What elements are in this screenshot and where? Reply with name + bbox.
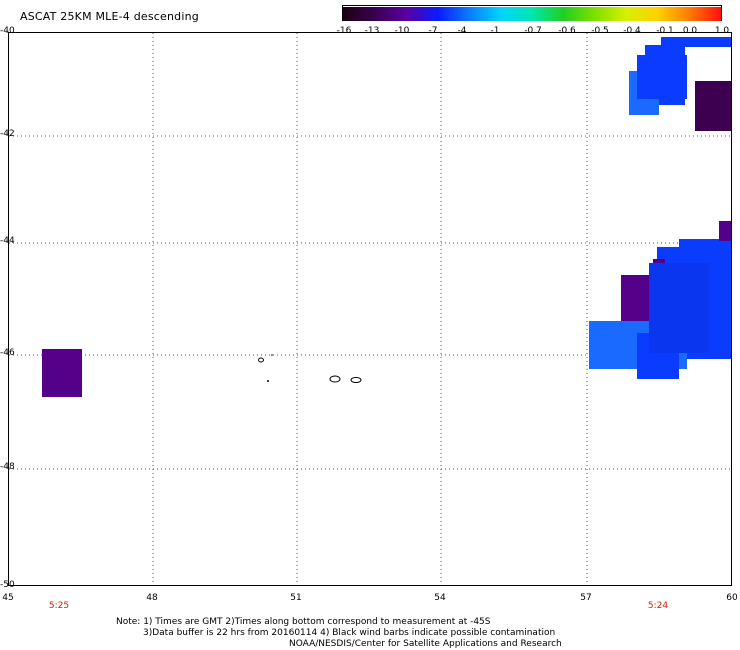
pass-time-label: 5:24 (647, 601, 669, 611)
note-line-2: 3)Data buffer is 22 hrs from 20160114 4)… (143, 628, 556, 638)
longitude-label: 48 (146, 593, 158, 603)
island-outline (350, 377, 362, 383)
longitude-label: 51 (290, 593, 302, 603)
color-scale-label: -0.4 (623, 26, 641, 36)
wind-swath-cell (719, 221, 731, 241)
map-plot-area (8, 32, 732, 586)
latitude-label: -40 (0, 26, 15, 36)
color-scale-labels: -16 -13 -10 -7 -4 -1 -0.7 -0.6 -0.5 -0.4 -0.1 0.0 1.… (330, 26, 734, 38)
wind-swath-cell (637, 55, 687, 99)
latitude-label: -44 (0, 236, 15, 246)
wind-swath-cell (649, 263, 709, 353)
color-scale-label: -7 (428, 26, 438, 36)
island-outline (329, 375, 341, 383)
color-scale-label: 0.0 (682, 26, 698, 36)
longitude-label: 54 (434, 593, 446, 603)
color-scale-label: -0.6 (558, 26, 576, 36)
color-scale-bar (342, 5, 722, 21)
color-scale-label: 1.0 (714, 26, 730, 36)
map-canvas (9, 33, 731, 585)
color-scale-label: -0.1 (656, 26, 674, 36)
wind-swath-cell (695, 81, 731, 131)
color-scale-gradient (343, 7, 721, 21)
color-scale-label: -4 (457, 26, 467, 36)
pass-time-label: 5:25 (48, 601, 70, 611)
latitude-label: -42 (0, 129, 15, 139)
color-scale-label: -13 (364, 26, 380, 36)
latitude-label: -48 (0, 462, 15, 472)
color-scale-label: -1 (490, 26, 500, 36)
note-line-1: Note: 1) Times are GMT 2)Times along bot… (116, 617, 491, 627)
color-scale-label: -10 (394, 26, 410, 36)
color-scale-label: -0.7 (524, 26, 542, 36)
island-outline (267, 380, 269, 382)
island-outline (258, 357, 264, 363)
note-line-3: NOAA/NESDIS/Center for Satellite Applica… (289, 639, 562, 649)
wind-swath-cell (42, 349, 82, 397)
latitude-label: -46 (0, 348, 15, 358)
longitude-label: 45 (2, 593, 14, 603)
map-title: ASCAT 25KM MLE-4 descending (20, 10, 199, 23)
island-outline (271, 354, 273, 356)
wind-swath-cell (661, 37, 731, 47)
color-scale-label: -16 (336, 26, 352, 36)
latitude-label: -50 (0, 580, 15, 590)
longitude-label: 60 (726, 593, 738, 603)
longitude-label: 57 (580, 593, 592, 603)
color-scale-label: -0.5 (591, 26, 609, 36)
